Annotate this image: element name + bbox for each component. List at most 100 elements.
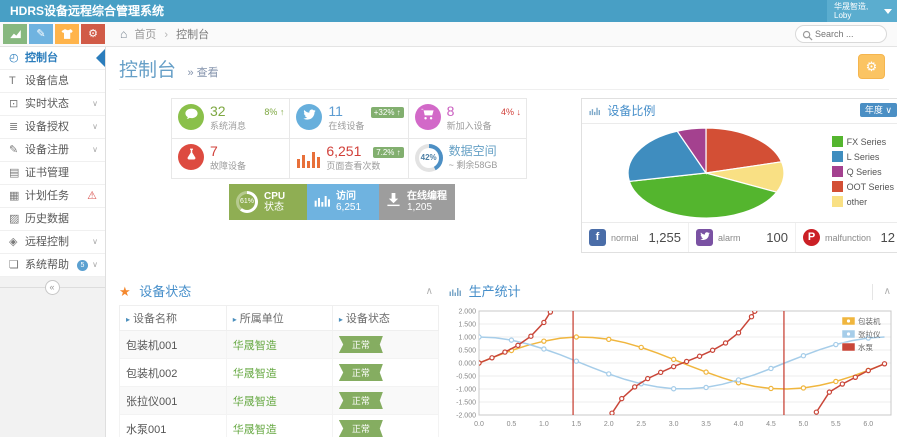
legend-swatch <box>841 342 856 352</box>
signal-icon <box>9 28 22 40</box>
stat-label: 在线设备 <box>328 121 365 131</box>
svg-text:1.000: 1.000 <box>458 335 476 342</box>
bar-chart-icon <box>449 285 461 300</box>
sidebar-item-history[interactable]: ▨ 历史数据 <box>0 208 105 231</box>
status-badge: 正常 <box>338 392 383 409</box>
sidebar-item-certificate[interactable]: ▤ 证书管理 <box>0 162 105 185</box>
facebook-icon: f <box>589 229 606 246</box>
stat-label: 数据空间 <box>448 144 497 158</box>
home-icon[interactable]: ⌂ <box>120 27 128 41</box>
dashboard-icon: ◴ <box>9 52 19 64</box>
pie-slice <box>627 130 708 183</box>
pencil-button[interactable]: ✎ <box>29 24 53 44</box>
page-header: 控制台 » 查看 ⚙ <box>119 53 889 90</box>
panel-title: 设备状态 <box>139 284 192 299</box>
breadcrumb-home[interactable]: 首页 <box>134 29 157 41</box>
stat-value: 8 <box>446 103 455 119</box>
online-programming-widget: 在线编程 1,205 <box>379 184 455 220</box>
social-stat-value: 12 <box>880 230 895 245</box>
trend-up: 8% ↑ <box>264 107 285 117</box>
production-stats-panel: 生产统计 ∧ 2.000 1.500 1.000 0.500 0.000 -0.500 -1… <box>449 279 897 437</box>
pie-chart-body: FX Series L Series Q Series OOT Series other <box>582 124 897 222</box>
widget-title: CPU <box>264 191 286 202</box>
table-row[interactable]: 包装机001 华晟智造 正常 <box>119 330 440 359</box>
year-filter-button[interactable]: 年度 ∨ <box>859 103 897 117</box>
collapse-chevron-icon[interactable]: ∧ <box>425 286 433 297</box>
user-name: Loby <box>834 11 852 20</box>
device-status-cell: 正常 <box>331 414 440 437</box>
legend-swatch <box>831 196 843 207</box>
device-ratio-panel: 设备比例 年度 ∨ FX Series L Series Q Series OOT S… <box>581 98 897 253</box>
search-box[interactable] <box>795 25 887 43</box>
storage-progress-ring: 42% <box>414 144 443 172</box>
table-row[interactable]: 水泵001 华晟智造 正常 <box>119 414 440 437</box>
column-header[interactable]: ▸ 所属单位 <box>225 305 333 331</box>
gears-icon: ⚙ <box>88 28 98 40</box>
org-name: 华晟智造 <box>232 395 277 408</box>
chevron-down-icon: ∨ <box>92 260 98 269</box>
column-header[interactable]: ▸ 设备状态 <box>331 305 440 331</box>
sidebar-item-dashboard[interactable]: ◴ 控制台 <box>0 47 105 70</box>
sidebar-collapse-button[interactable]: « <box>44 280 60 295</box>
device-name-cell: 包装机002 <box>119 358 227 387</box>
org-name: 华晟智造 <box>232 423 277 436</box>
sidebar-item-device-info[interactable]: T 设备信息 <box>0 70 105 93</box>
device-org-cell: 华晟智造 <box>225 414 333 437</box>
visits-widget: 访问 6,251 <box>307 184 379 220</box>
signal-button[interactable] <box>3 24 27 44</box>
stat-storage: 42% 数据空间 ~ 剩余58GB <box>408 139 527 179</box>
sidebar-item-remote[interactable]: ◈ 远程控制 ∨ <box>0 231 105 254</box>
sidebar-item-help[interactable]: ❏ 系统帮助 5 ∨ <box>0 254 105 277</box>
social-stat-alarm: alarm 100 <box>688 223 795 252</box>
status-badge: 正常 <box>338 420 383 437</box>
sidebar-item-register[interactable]: ✎ 设备注册 ∨ <box>0 139 105 162</box>
legend-label: 包装机 <box>858 316 881 326</box>
device-status-panel: ★ 设备状态 ∧ ▸ 设备名称 ▸ 所属单位 ▸ 设备状态 包装机001 华晟智造 正常 包装机… <box>119 279 440 437</box>
certificate-icon: ▤ <box>9 167 20 179</box>
table-row[interactable]: 包装机002 华晟智造 正常 <box>119 358 440 387</box>
stat-value: 11 <box>328 103 343 119</box>
svg-text:2.0: 2.0 <box>604 421 614 428</box>
sidebar-item-label: 系统帮助 <box>25 259 69 271</box>
svg-text:5.0: 5.0 <box>799 421 809 428</box>
user-menu[interactable]: 华晟智造, Loby <box>827 0 897 22</box>
column-header[interactable]: ▸ 设备名称 <box>119 305 227 331</box>
collapse-chevron-icon[interactable]: ∧ <box>883 286 891 297</box>
svg-text:0.000: 0.000 <box>458 361 476 368</box>
edit-icon: ✎ <box>9 144 19 156</box>
quick-buttons: ✎ ⚙ <box>3 24 107 44</box>
legend-label: FX Series <box>846 137 887 147</box>
pie-slice <box>628 172 778 219</box>
gears-button[interactable]: ⚙ <box>81 24 105 44</box>
sidebar-item-tasks[interactable]: ▦ 计划任务 ⚠ <box>0 185 105 208</box>
stat-value: 32 <box>210 103 226 119</box>
cart-icon <box>414 104 441 130</box>
top-bar: ✎ ⚙ ⌂ 首页 › 控制台 <box>0 22 897 47</box>
pinterest-icon: P <box>803 229 820 246</box>
svg-text:6.0: 6.0 <box>863 421 873 428</box>
widget-value: 1,205 <box>407 202 433 213</box>
search-input[interactable] <box>815 27 883 41</box>
social-stat-label: alarm <box>718 232 741 243</box>
device-name-cell: 包装机001 <box>119 330 227 359</box>
tshirt-button[interactable] <box>55 24 79 44</box>
sidebar-item-realtime[interactable]: ⊡ 实时状态 ∨ <box>0 93 105 116</box>
production-line-chart: 2.000 1.500 1.000 0.500 0.000 -0.500 -1.000 -1.… <box>456 309 892 428</box>
chevron-down-icon: ∨ <box>92 122 98 131</box>
table-row[interactable]: 张拉仪001 华晟智造 正常 <box>119 386 440 415</box>
calendar-icon: ▦ <box>9 190 20 202</box>
sidebar-item-label: 证书管理 <box>25 167 69 179</box>
widget-title: 访问 <box>336 191 356 202</box>
stat-pageviews: 6,251 页面查看次数 7.2% ↑ <box>290 139 409 179</box>
page-title: 控制台 <box>119 60 177 81</box>
settings-gear-button[interactable]: ⚙ <box>858 54 885 79</box>
device-org-cell: 华晟智造 <box>225 330 333 359</box>
svg-text:1.0: 1.0 <box>539 421 549 428</box>
sidebar-item-authorization[interactable]: ≣ 设备授权 ∨ <box>0 116 105 139</box>
panel-title: 设备比例 <box>607 104 656 118</box>
count-badge: 5 <box>77 260 88 271</box>
legend-label: 张拉仪 <box>858 329 881 339</box>
stat-faulty-devices: 7 故障设备 <box>172 139 291 179</box>
sidebar-item-label: 实时状态 <box>25 98 69 110</box>
